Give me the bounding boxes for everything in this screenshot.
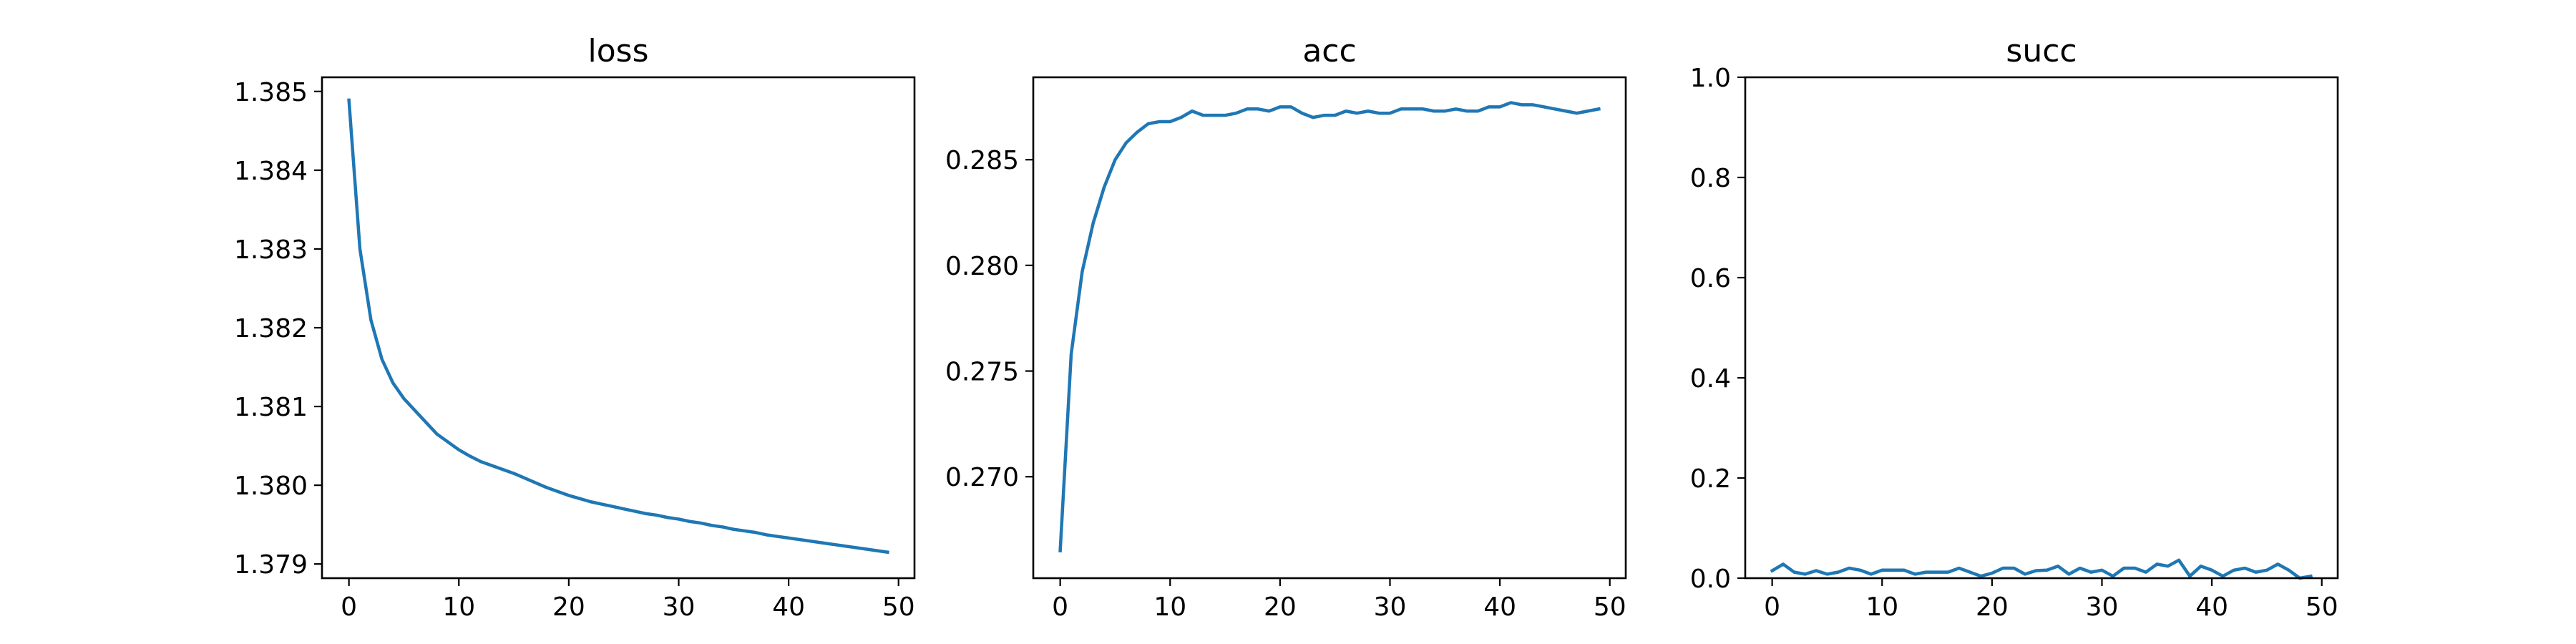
chart-title: succ <box>2006 33 2077 69</box>
y-tick-label: 1.381 <box>234 393 308 422</box>
y-tick-label: 1.383 <box>234 235 308 265</box>
x-tick-label: 20 <box>1976 592 2009 622</box>
y-tick-label: 0.275 <box>945 358 1019 387</box>
y-tick-label: 1.384 <box>234 157 308 186</box>
x-tick-label: 0 <box>1052 592 1068 622</box>
series-line <box>1058 101 1601 552</box>
y-tick-label: 0.285 <box>945 146 1019 175</box>
x-tick-label: 30 <box>663 592 696 622</box>
y-tick-label: 1.379 <box>234 550 308 580</box>
y-tick-label: 0.8 <box>1690 164 1731 193</box>
series-line <box>347 98 889 555</box>
subplot-acc: acc 0 10 20 30 40 50 0.270 0.275 0.280 0.285 <box>945 33 1627 622</box>
x-tick-label: 50 <box>2306 592 2338 622</box>
x-tick-label: 50 <box>882 592 915 622</box>
x-tick-label: 0 <box>1764 592 1780 622</box>
subplot-loss: loss 0 10 20 30 40 50 1.379 1.380 1.381 1.382 1.383… <box>234 33 916 622</box>
axes-frame <box>1744 76 2339 580</box>
x-tick-label: 50 <box>1594 592 1626 622</box>
axes-frame <box>321 76 916 580</box>
y-tick-label: 1.380 <box>234 472 308 501</box>
subplot-succ: succ 0 10 20 30 40 50 0.0 0.2 0.4 0.6 0.8 1.0 <box>1690 33 2339 622</box>
x-tick-label: 10 <box>1153 592 1186 622</box>
chart-title: loss <box>588 33 649 69</box>
axes-frame <box>1032 76 1627 580</box>
x-tick-label: 0 <box>341 592 357 622</box>
y-tick-label: 1.385 <box>234 78 308 107</box>
series-line <box>1770 558 2313 580</box>
x-tick-label: 40 <box>1483 592 1516 622</box>
y-tick-label: 0.0 <box>1690 565 1731 594</box>
x-tick-label: 30 <box>2086 592 2119 622</box>
x-tick-label: 40 <box>2195 592 2228 622</box>
x-tick-label: 20 <box>552 592 585 622</box>
x-tick-label: 20 <box>1264 592 1297 622</box>
y-tick-label: 1.382 <box>234 314 308 343</box>
x-tick-label: 10 <box>442 592 475 622</box>
chart-title: acc <box>1302 33 1356 69</box>
x-tick-label: 40 <box>772 592 805 622</box>
y-tick-label: 0.6 <box>1690 264 1731 293</box>
x-tick-label: 30 <box>1374 592 1407 622</box>
x-tick-label: 10 <box>1865 592 1898 622</box>
y-tick-label: 0.4 <box>1690 364 1731 394</box>
y-tick-label: 0.270 <box>945 463 1019 492</box>
y-tick-label: 0.2 <box>1690 464 1731 494</box>
y-tick-label: 1.0 <box>1690 64 1731 93</box>
y-tick-label: 0.280 <box>945 252 1019 281</box>
